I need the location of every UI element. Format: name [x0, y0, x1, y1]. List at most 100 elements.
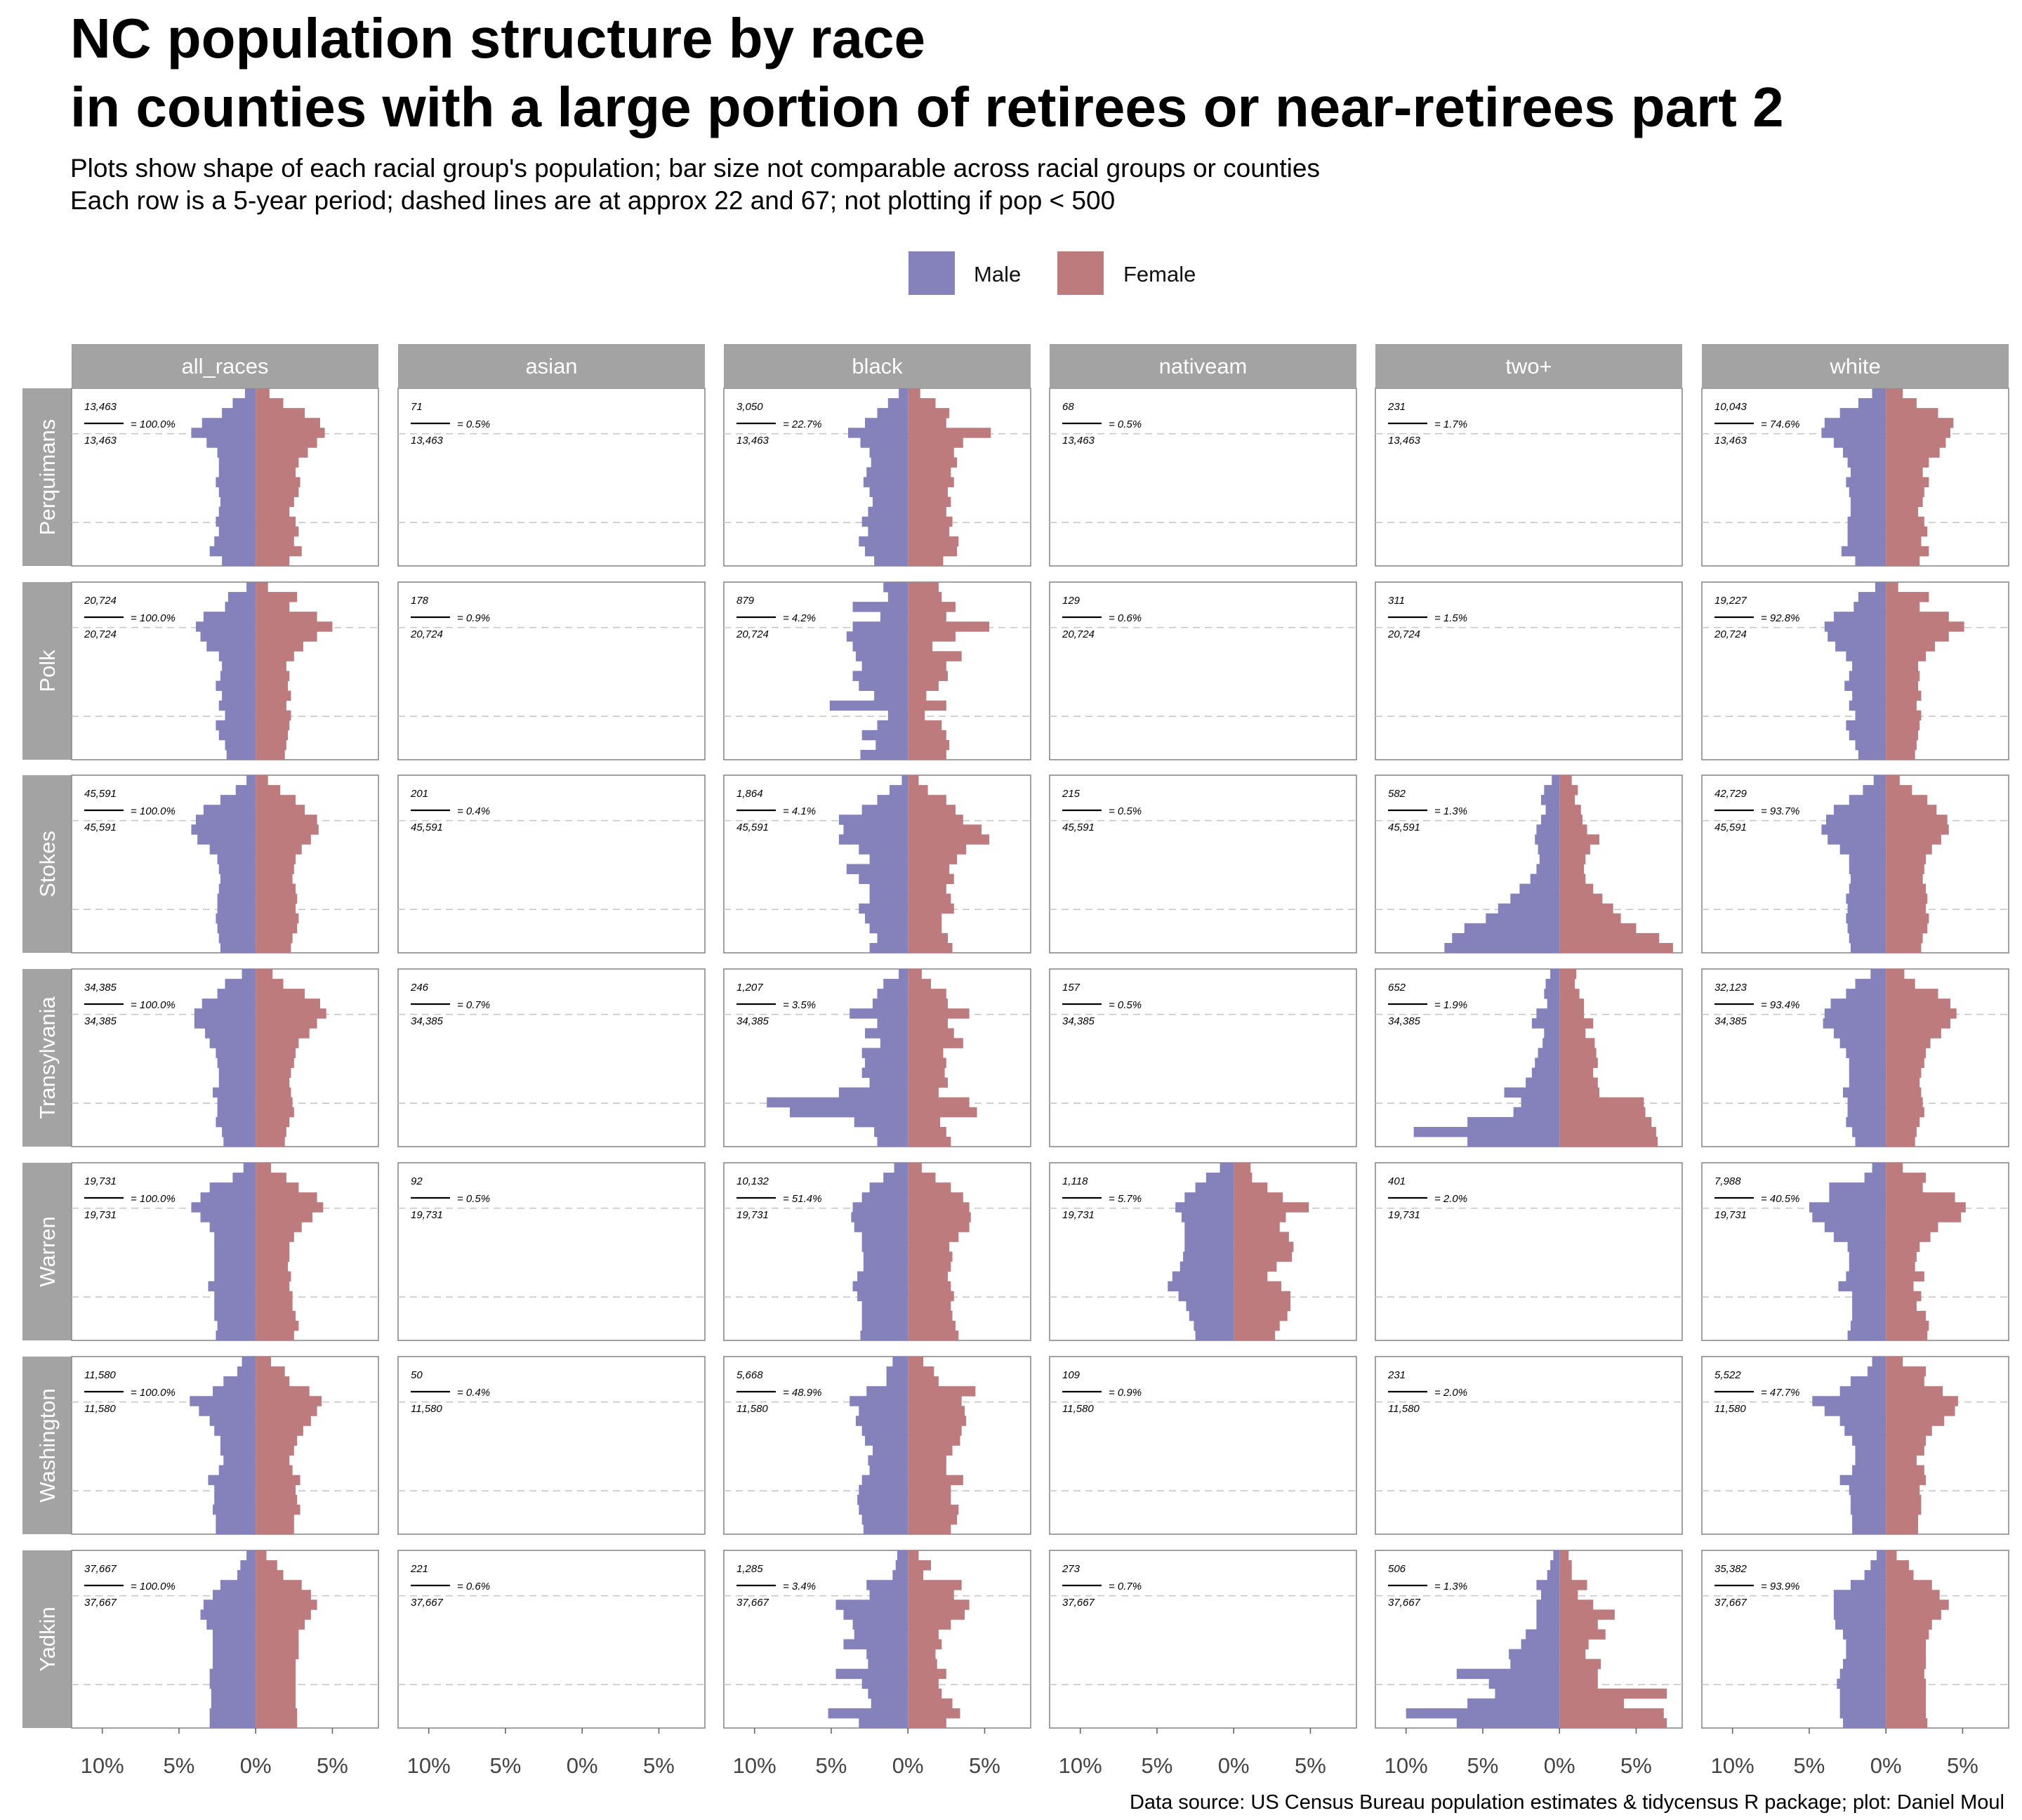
female-bar-8: [256, 854, 296, 864]
male-bar-12: [1510, 893, 1560, 904]
male-bar-15: [1839, 1698, 1886, 1709]
panel-5-0: 11,580 = 100.0% 11,580: [71, 1356, 379, 1535]
male-bar-14: [857, 1494, 908, 1505]
male-bar-3: [201, 418, 256, 428]
panel-frame: [1049, 1356, 1357, 1535]
annotation-pop: 506: [1388, 1563, 1406, 1575]
male-bar-10: [869, 487, 908, 498]
female-bar-15: [256, 1116, 290, 1128]
male-bar-7: [1844, 1425, 1886, 1436]
x-tick-label-0-2: 0%: [240, 1753, 272, 1778]
female-bar-6: [908, 641, 933, 652]
female-bar-14: [908, 1688, 942, 1699]
male-bar-11: [1852, 690, 1886, 701]
panel-frame: [397, 774, 706, 954]
female-bar-4: [1559, 815, 1582, 825]
male-bar-4: [869, 1590, 908, 1600]
female-bar-2: [908, 989, 946, 999]
male-bar-5: [859, 1406, 908, 1416]
annotation-total: 13,463: [1388, 435, 1421, 447]
female-bar-8: [256, 661, 286, 671]
female-bar-17: [1886, 1330, 1928, 1341]
female-bar-1: [908, 785, 928, 796]
female-bar-8: [1886, 1048, 1927, 1058]
male-bar-5: [199, 1406, 256, 1416]
female-bar-0: [1886, 582, 1898, 593]
panel-2-4: 582 = 1.3% 45,591: [1375, 774, 1683, 954]
female-bar-3: [1886, 1192, 1955, 1203]
female-bar-17: [1234, 1330, 1276, 1341]
female-bar-13: [1886, 903, 1927, 914]
male-bar-0: [1870, 969, 1886, 980]
female-bar-7: [1886, 651, 1927, 661]
male-bar-2: [1839, 408, 1886, 418]
x-tick-label-2-1: 5%: [816, 1753, 847, 1778]
legend-swatch-female: [1057, 251, 1104, 295]
annotation-pop: 45,591: [84, 788, 117, 800]
annotation-pct: = 100.0%: [131, 1387, 176, 1399]
male-bar-8: [1184, 1241, 1234, 1252]
panel-frame: [397, 1162, 706, 1341]
male-bar-16: [1850, 1320, 1886, 1331]
female-bar-3: [256, 805, 305, 815]
male-bar-5: [194, 1018, 256, 1029]
male-bar-11: [1510, 1659, 1560, 1670]
male-bar-5: [200, 631, 256, 642]
female-bar-3: [1886, 1580, 1932, 1590]
female-bar-11: [256, 883, 296, 895]
male-bar-2: [886, 1376, 908, 1387]
male-bar-5: [851, 1212, 908, 1222]
male-bar-13: [217, 903, 256, 914]
male-bar-13: [1852, 1291, 1886, 1302]
female-bar-11: [1559, 1077, 1598, 1088]
annotation-total: 20,724: [410, 628, 443, 640]
annotation-total: 19,731: [411, 1209, 443, 1221]
male-bar-15: [1852, 1310, 1886, 1321]
male-bar-3: [201, 998, 256, 1009]
female-bar-10: [256, 1067, 291, 1079]
row-strip-label-0: Perquimans: [35, 419, 60, 535]
panel-4-0: 19,731 = 100.0% 19,731: [71, 1162, 379, 1341]
male-bar-5: [846, 631, 908, 642]
male-bar-11: [1843, 1659, 1886, 1670]
female-bar-9: [256, 477, 300, 487]
male-bar-2: [1853, 602, 1886, 612]
female-bar-4: [908, 1590, 954, 1600]
male-bar-2: [225, 602, 256, 612]
female-bar-10: [1559, 1649, 1586, 1660]
annotation-pct: = 100.0%: [131, 999, 176, 1011]
male-bar-12: [1456, 1668, 1560, 1680]
male-bar-13: [209, 1678, 256, 1689]
male-bar-9: [863, 1251, 908, 1262]
female-bar-10: [908, 1649, 936, 1660]
panel-1-1: 178 = 0.9% 20,724: [397, 581, 706, 760]
female-bar-9: [908, 1639, 942, 1649]
female-bar-7: [908, 1619, 951, 1630]
female-bar-5: [908, 1406, 965, 1416]
male-bar-1: [1858, 398, 1886, 409]
female-bar-12: [1559, 1087, 1600, 1098]
male-bar-15: [217, 923, 256, 934]
annotation-total: 34,385: [736, 1015, 769, 1027]
female-bar-3: [1559, 1580, 1587, 1590]
female-bar-9: [256, 864, 294, 874]
male-bar-8: [1843, 1629, 1886, 1640]
male-bar-3: [220, 1580, 256, 1590]
male-bar-13: [1498, 903, 1560, 914]
male-bar-11: [220, 496, 256, 508]
male-bar-17: [874, 555, 908, 567]
male-bar-15: [861, 730, 908, 741]
male-bar-0: [899, 388, 908, 399]
x-tick-label-0-1: 5%: [164, 1753, 195, 1778]
male-bar-3: [1824, 418, 1886, 428]
female-bar-15: [1559, 1116, 1652, 1128]
male-bar-12: [1504, 1087, 1560, 1098]
female-bar-9: [1886, 1057, 1924, 1068]
male-bar-1: [1855, 979, 1886, 989]
legend-label-female: Female: [1123, 262, 1196, 286]
male-bar-8: [1849, 854, 1886, 864]
male-bar-0: [243, 1163, 256, 1173]
female-bar-15: [256, 923, 298, 934]
female-bar-5: [908, 631, 956, 642]
x-tick-label-5-3: 5%: [1947, 1753, 1978, 1778]
